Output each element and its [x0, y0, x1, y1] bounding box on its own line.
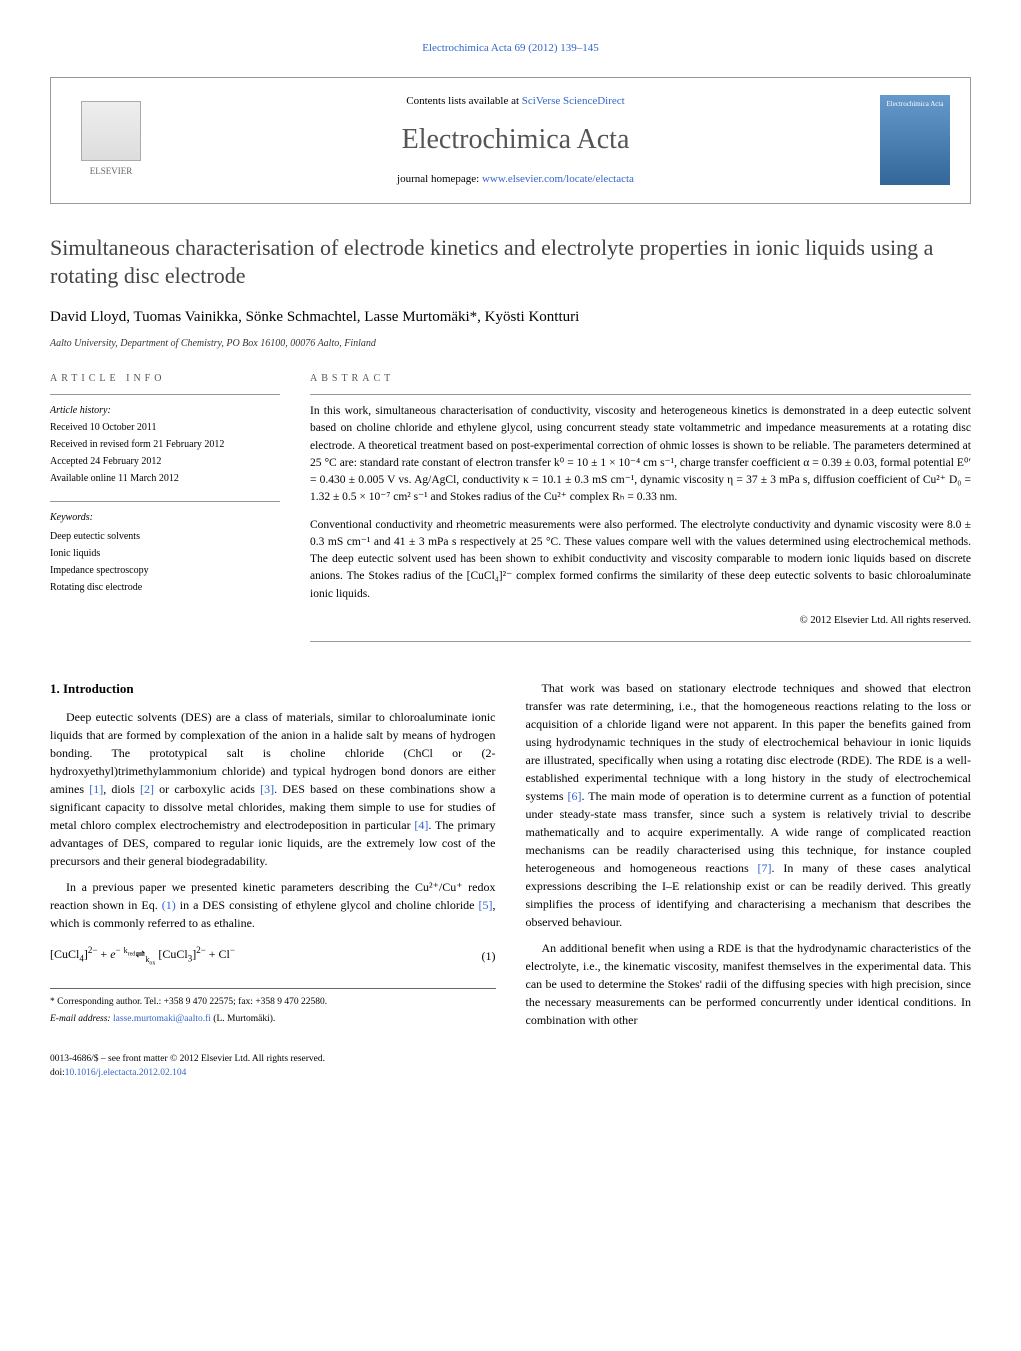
header-center: Contents lists available at SciVerse Sci…	[151, 93, 880, 188]
email-suffix: (L. Murtomäki).	[211, 1014, 275, 1024]
ref-link-1[interactable]: [1]	[89, 782, 103, 796]
ref-link-6[interactable]: [6]	[567, 789, 581, 803]
online-date: Available online 11 March 2012	[50, 471, 280, 486]
ref-link-7[interactable]: [7]	[758, 861, 772, 875]
homepage-prefix: journal homepage:	[397, 173, 482, 185]
divider	[310, 641, 971, 642]
journal-header-box: ELSEVIER Contents lists available at Sci…	[50, 77, 971, 204]
intro-p2: In a previous paper we presented kinetic…	[50, 878, 496, 932]
email-label: E-mail address:	[50, 1014, 113, 1024]
cover-text: Electrochimica Acta	[887, 100, 944, 108]
history-label: Article history:	[50, 403, 280, 418]
body-columns: 1. Introduction Deep eutectic solvents (…	[50, 679, 971, 1037]
keywords-block: Keywords: Deep eutectic solvents Ionic l…	[50, 501, 280, 595]
text: That work was based on stationary electr…	[526, 681, 972, 803]
doi-line: doi:10.1016/j.electacta.2012.02.104	[50, 1066, 971, 1080]
abstract-p1: In this work, simultaneous characterisat…	[310, 403, 971, 507]
homepage-line: journal homepage: www.elsevier.com/locat…	[151, 171, 880, 188]
elsevier-tree-icon	[81, 101, 141, 161]
journal-cover-thumbnail: Electrochimica Acta	[880, 95, 950, 185]
eq-ref-1[interactable]: (1)	[162, 898, 176, 912]
left-column: 1. Introduction Deep eutectic solvents (…	[50, 679, 496, 1037]
keyword: Impedance spectroscopy	[50, 563, 280, 578]
text: or carboxylic acids	[154, 782, 260, 796]
abstract-label: ABSTRACT	[310, 371, 971, 386]
homepage-link[interactable]: www.elsevier.com/locate/electacta	[482, 173, 634, 185]
article-info-label: ARTICLE INFO	[50, 371, 280, 386]
elsevier-logo: ELSEVIER	[71, 95, 151, 185]
info-abstract-row: ARTICLE INFO Article history: Received 1…	[50, 371, 971, 654]
keywords-label: Keywords:	[50, 510, 280, 525]
text: , diols	[103, 782, 140, 796]
doi-link[interactable]: 10.1016/j.electacta.2012.02.104	[65, 1068, 187, 1078]
ref-link-2[interactable]: [2]	[140, 782, 154, 796]
journal-name: Electrochimica Acta	[151, 119, 880, 161]
email-link[interactable]: lasse.murtomaki@aalto.fi	[113, 1014, 211, 1024]
equation-number: (1)	[482, 947, 496, 965]
intro-p1: Deep eutectic solvents (DES) are a class…	[50, 708, 496, 870]
abstract-p2: Conventional conductivity and rheometric…	[310, 517, 971, 603]
received-date: Received 10 October 2011	[50, 420, 280, 435]
abstract-copyright: © 2012 Elsevier Ltd. All rights reserved…	[310, 613, 971, 629]
abstract-column: ABSTRACT In this work, simultaneous char…	[310, 371, 971, 654]
publisher-label: ELSEVIER	[90, 165, 133, 179]
corresponding-author: * Corresponding author. Tel.: +358 9 470…	[50, 995, 496, 1009]
text: in a DES consisting of ethylene glycol a…	[176, 898, 479, 912]
front-matter: 0013-4686/$ – see front matter © 2012 El…	[50, 1052, 971, 1066]
revised-date: Received in revised form 21 February 201…	[50, 437, 280, 452]
intro-p3: That work was based on stationary electr…	[526, 679, 972, 931]
section-heading: 1. Introduction	[50, 679, 496, 699]
email-line: E-mail address: lasse.murtomaki@aalto.fi…	[50, 1012, 496, 1026]
paper-title: Simultaneous characterisation of electro…	[50, 234, 971, 291]
affiliation: Aalto University, Department of Chemistr…	[50, 336, 971, 351]
equation-text: [CuCl4]2− + e− kred⇌kox [CuCl3]2− + Cl−	[50, 944, 235, 968]
ref-link-5[interactable]: [5]	[479, 898, 493, 912]
ref-link-4[interactable]: [4]	[414, 818, 428, 832]
abstract-block: In this work, simultaneous characterisat…	[310, 394, 971, 629]
journal-reference: Electrochimica Acta 69 (2012) 139–145	[50, 40, 971, 57]
accepted-date: Accepted 24 February 2012	[50, 454, 280, 469]
keyword: Deep eutectic solvents	[50, 529, 280, 544]
contents-line: Contents lists available at SciVerse Sci…	[151, 93, 880, 110]
footnote-block: * Corresponding author. Tel.: +358 9 470…	[50, 988, 496, 1027]
ref-link-3[interactable]: [3]	[260, 782, 274, 796]
page-footer: 0013-4686/$ – see front matter © 2012 El…	[50, 1052, 971, 1081]
history-block: Article history: Received 10 October 201…	[50, 394, 280, 486]
intro-p4: An additional benefit when using a RDE i…	[526, 939, 972, 1029]
scidirect-link[interactable]: SciVerse ScienceDirect	[522, 95, 625, 107]
equation-1: [CuCl4]2− + e− kred⇌kox [CuCl3]2− + Cl− …	[50, 944, 496, 968]
doi-prefix: doi:	[50, 1068, 65, 1078]
keyword: Ionic liquids	[50, 546, 280, 561]
contents-prefix: Contents lists available at	[406, 95, 521, 107]
keyword: Rotating disc electrode	[50, 580, 280, 595]
right-column: That work was based on stationary electr…	[526, 679, 972, 1037]
article-info: ARTICLE INFO Article history: Received 1…	[50, 371, 280, 654]
author-list: David Lloyd, Tuomas Vainikka, Sönke Schm…	[50, 306, 971, 329]
